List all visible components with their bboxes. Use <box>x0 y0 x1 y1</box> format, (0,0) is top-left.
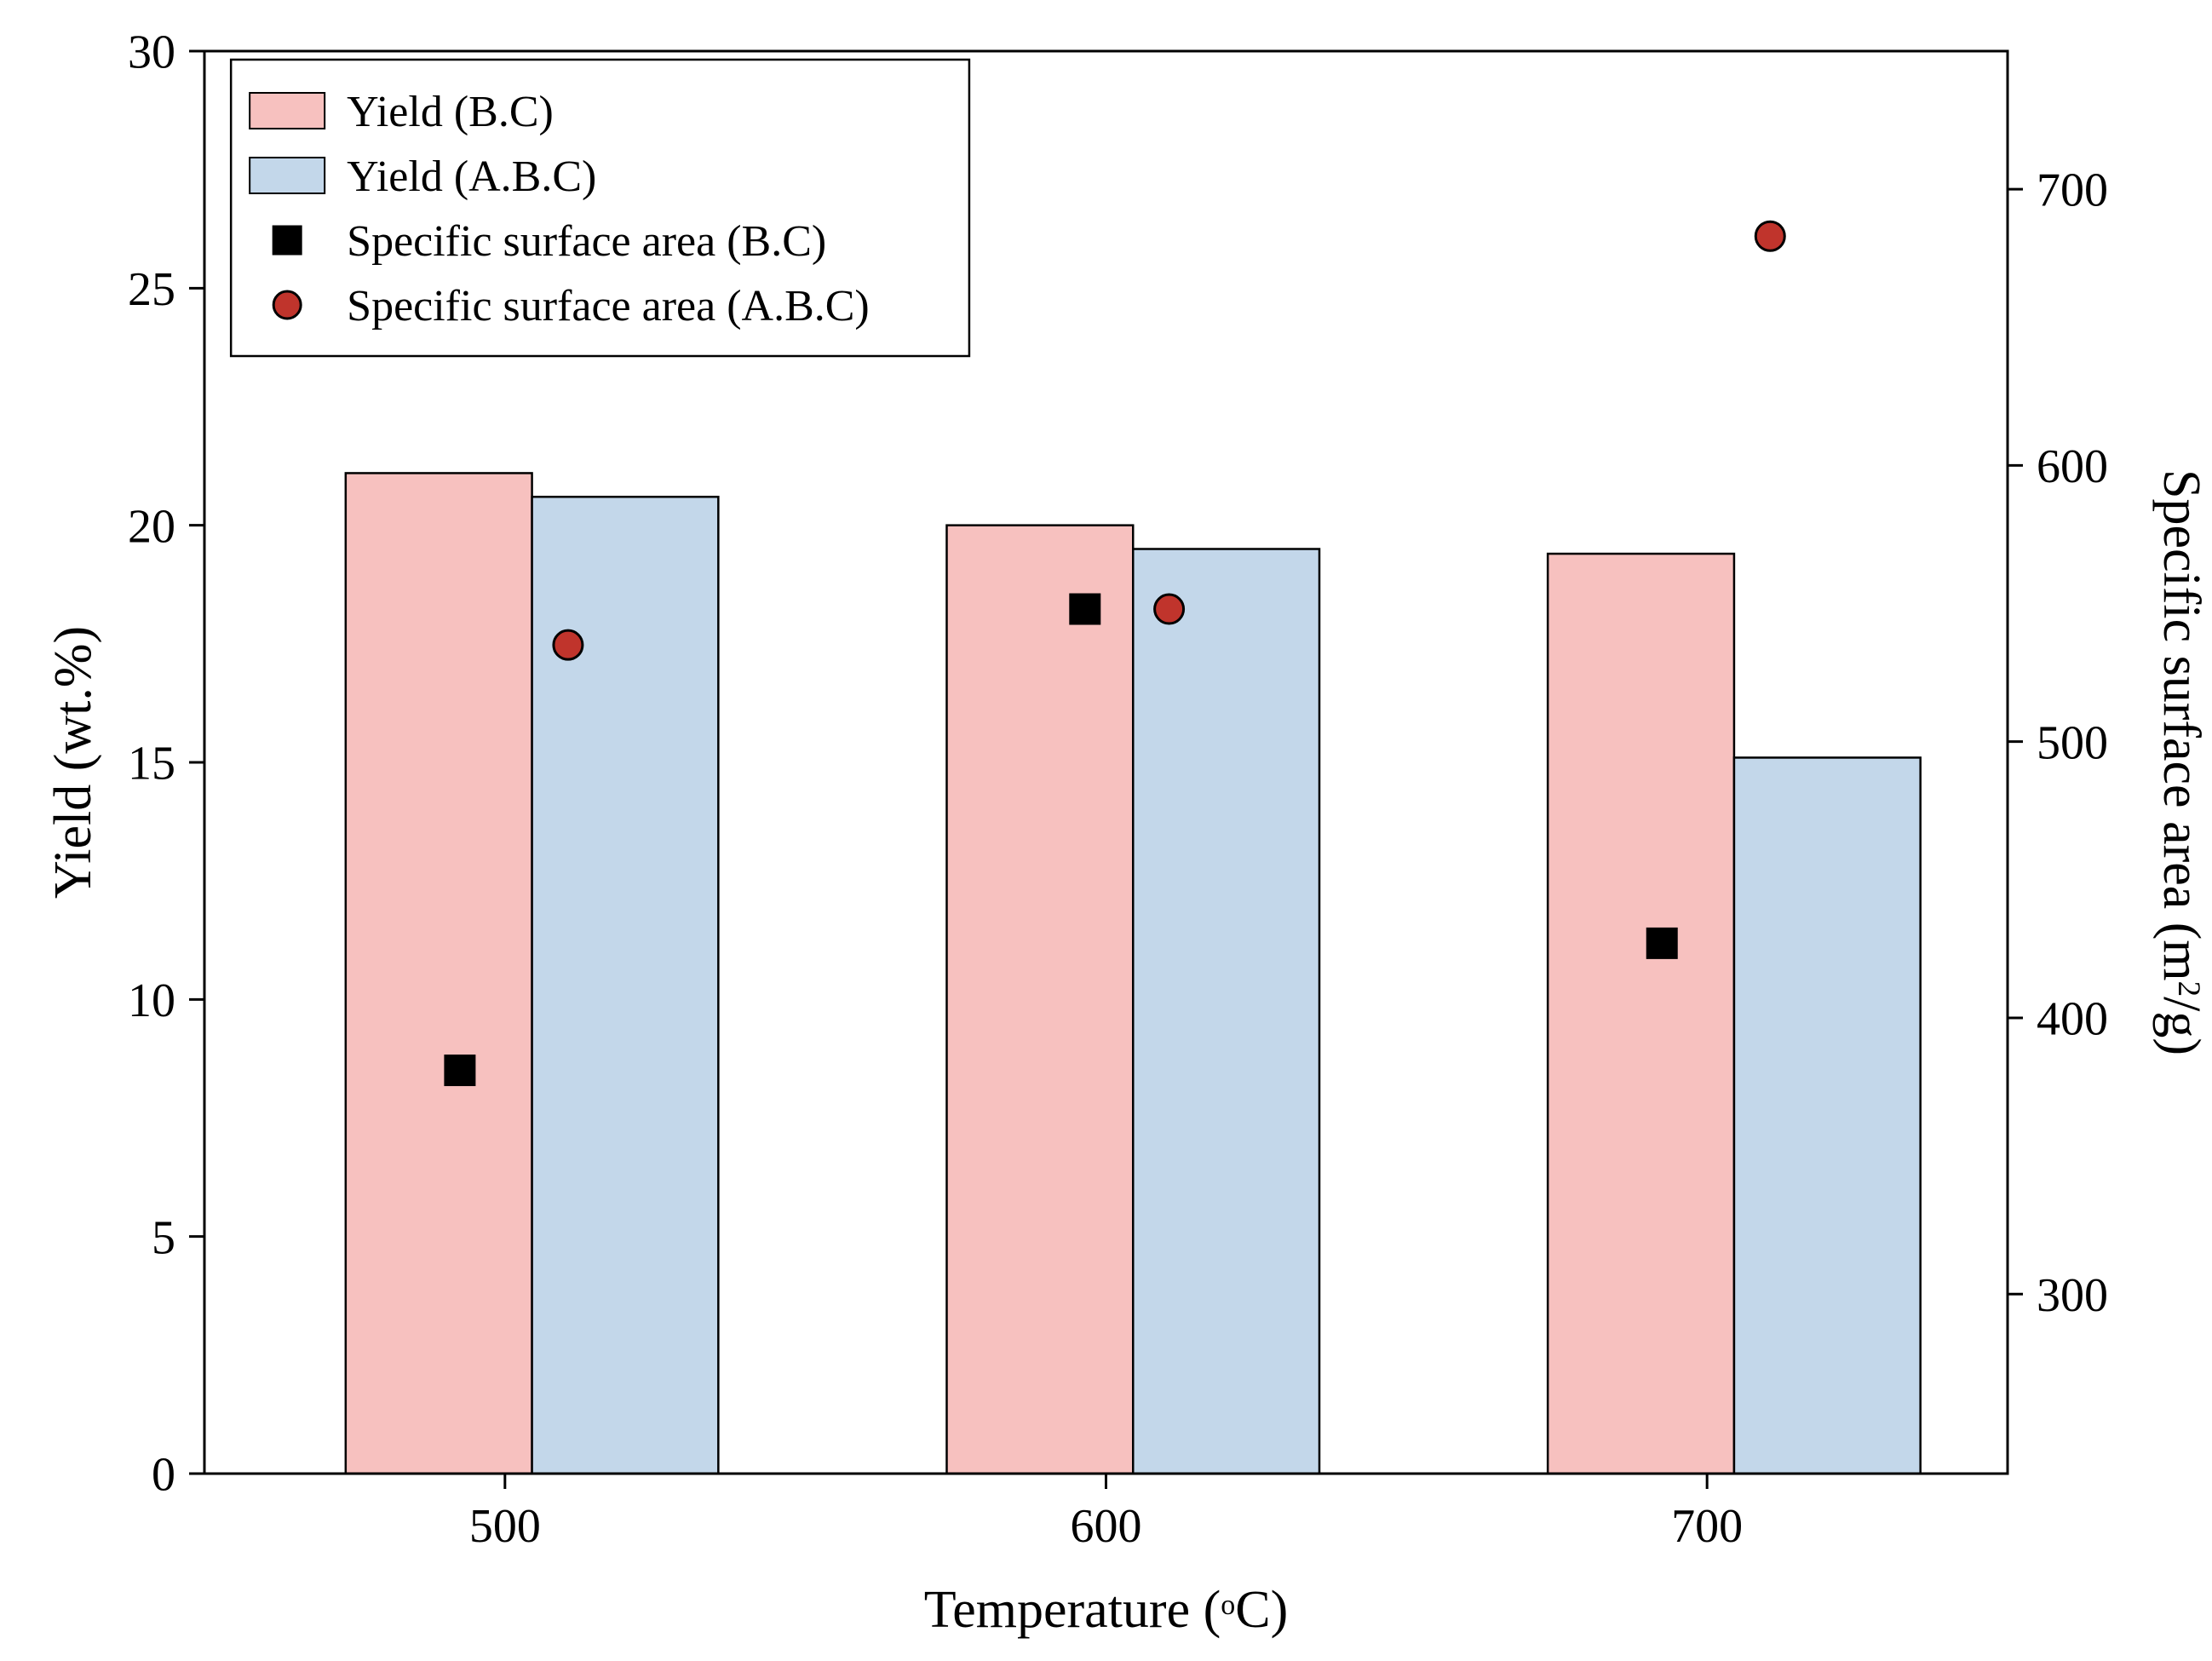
y-right-tick-label: 400 <box>2037 993 2108 1046</box>
x-tick-label: 700 <box>1671 1500 1743 1553</box>
marker-ssa_bc-500 <box>445 1056 474 1085</box>
marker-ssa_abc-600 <box>1155 595 1184 624</box>
y-right-axis-label: Specific surface area (m2/g) <box>2152 469 2210 1055</box>
bar-yield_bc-600 <box>946 526 1133 1474</box>
legend-swatch-yield_abc <box>250 158 325 193</box>
y-right-tick-label: 500 <box>2037 716 2108 769</box>
chart-container: 500600700Temperature (oC)051015202530Yie… <box>0 0 2212 1661</box>
y-left-tick-label: 5 <box>152 1211 175 1264</box>
bar-yield_abc-700 <box>1734 757 1921 1474</box>
y-left-tick-label: 0 <box>152 1449 175 1502</box>
bar-yield_bc-700 <box>1548 554 1734 1474</box>
x-tick-label: 600 <box>1071 1500 1142 1553</box>
marker-ssa_abc-500 <box>554 630 583 659</box>
marker-ssa_bc-600 <box>1071 595 1100 624</box>
chart-svg: 500600700Temperature (oC)051015202530Yie… <box>0 0 2212 1661</box>
legend-label-yield_abc: Yield (A.B.C) <box>347 152 596 201</box>
y-left-tick-label: 20 <box>128 500 175 553</box>
y-right-tick-label: 700 <box>2037 164 2108 217</box>
legend-marker-ssa_bc <box>273 227 301 254</box>
y-left-tick-label: 30 <box>128 26 175 79</box>
y-right-tick-label: 300 <box>2037 1269 2108 1322</box>
bar-yield_bc-500 <box>346 473 532 1474</box>
legend-label-ssa_bc: Specific surface area (B.C) <box>347 217 826 266</box>
y-right-tick-label: 600 <box>2037 440 2108 493</box>
legend-label-ssa_abc: Specific surface area (A.B.C) <box>347 282 870 330</box>
legend-label-yield_bc: Yield (B.C) <box>347 88 554 136</box>
y-left-tick-label: 25 <box>128 263 175 316</box>
marker-ssa_abc-700 <box>1755 221 1784 250</box>
y-left-tick-label: 15 <box>128 738 175 790</box>
legend-marker-ssa_abc <box>273 291 301 319</box>
marker-ssa_bc-700 <box>1647 928 1676 957</box>
y-left-axis-label: Yield (wt.%) <box>44 626 102 899</box>
legend-swatch-yield_bc <box>250 93 325 129</box>
bar-yield_abc-600 <box>1133 549 1319 1474</box>
y-left-tick-label: 10 <box>128 974 175 1027</box>
x-tick-label: 500 <box>469 1500 541 1553</box>
